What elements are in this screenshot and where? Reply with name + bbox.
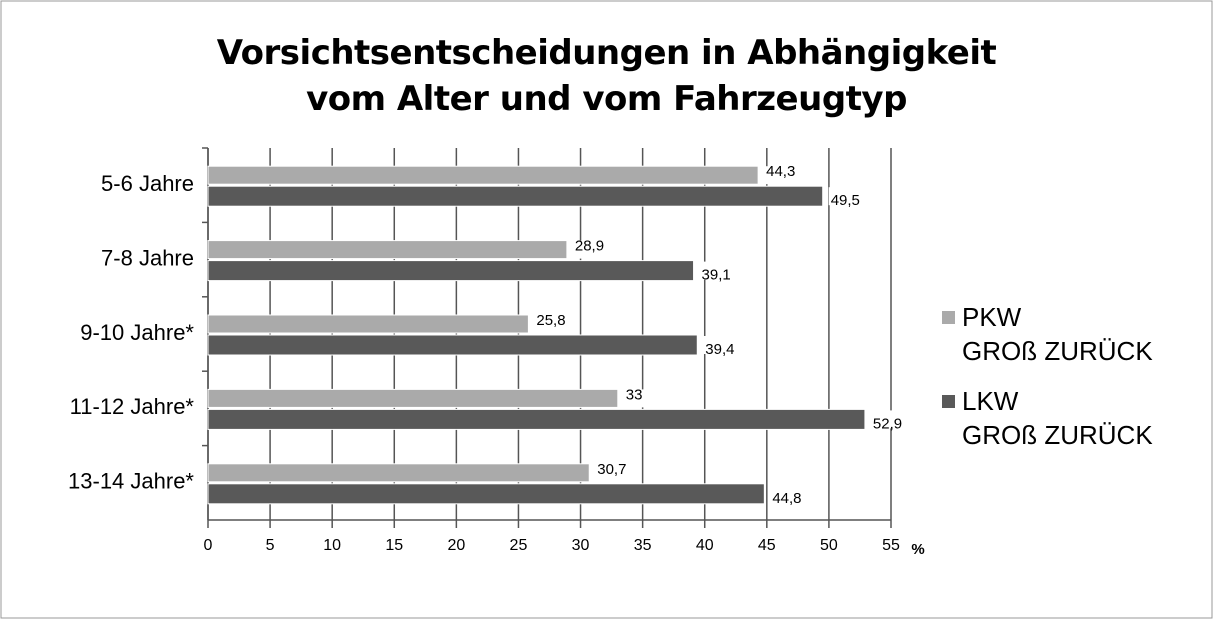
- x-tick-label: 35: [634, 537, 652, 554]
- x-tick-label: 50: [820, 537, 838, 554]
- data-label-bg: [595, 463, 636, 482]
- legend-swatch: [942, 395, 955, 408]
- data-label: 44,8: [772, 490, 801, 507]
- bar: [207, 388, 619, 408]
- x-tick-label: 55: [882, 537, 900, 554]
- x-tick-label: 5: [266, 537, 275, 554]
- y-tick-label: 9-10 Jahre*: [80, 320, 194, 345]
- bar: [207, 314, 529, 334]
- y-tick-label: 5-6 Jahre: [101, 171, 194, 196]
- bar: [207, 185, 824, 207]
- x-tick-label: 25: [510, 537, 528, 554]
- legend-label: PKW GROß ZURÜCK: [962, 302, 1153, 366]
- x-tick-label: 45: [758, 537, 776, 554]
- x-tick-label: 10: [323, 537, 341, 554]
- y-tick-label: 13-14 Jahre*: [68, 469, 194, 494]
- legend-swatch: [942, 311, 955, 324]
- legend-label: LKW GROß ZURÜCK: [962, 386, 1153, 450]
- data-label-bg: [764, 166, 805, 185]
- bar: [207, 463, 590, 483]
- data-label-bg: [703, 336, 744, 354]
- bar: [207, 165, 759, 185]
- data-label-bg: [623, 389, 664, 408]
- data-label-bg: [770, 484, 811, 503]
- data-label: 49,5: [831, 192, 860, 209]
- bar: [207, 408, 866, 430]
- data-label: 28,9: [575, 238, 604, 255]
- data-label-bg: [870, 410, 911, 429]
- x-tick-label: 15: [385, 537, 403, 554]
- x-axis-label: %: [911, 541, 924, 558]
- bar: [207, 240, 568, 260]
- data-label-bg: [828, 187, 869, 206]
- data-label-bg: [534, 315, 575, 333]
- bar: [207, 260, 695, 282]
- bar: [207, 334, 698, 356]
- x-tick-label: 20: [447, 537, 465, 554]
- chart-title: Vorsichtsentscheidungen in Abhängigkeit …: [216, 33, 997, 119]
- data-label: 39,4: [705, 341, 734, 358]
- y-tick-label: 7-8 Jahre: [101, 245, 194, 270]
- data-label: 30,7: [597, 461, 626, 478]
- data-label: 44,3: [766, 163, 795, 180]
- x-tick-label: 0: [204, 537, 213, 554]
- x-tick-label: 40: [696, 537, 714, 554]
- data-label: 52,9: [873, 415, 902, 432]
- data-label: 39,1: [702, 267, 731, 284]
- bar: [207, 483, 765, 505]
- data-label: 25,8: [536, 312, 565, 329]
- data-label-bg: [699, 261, 740, 280]
- data-label: 33: [626, 386, 643, 403]
- y-tick-label: 11-12 Jahre*: [70, 394, 195, 419]
- x-tick-label: 30: [572, 537, 590, 554]
- data-label-bg: [572, 240, 613, 259]
